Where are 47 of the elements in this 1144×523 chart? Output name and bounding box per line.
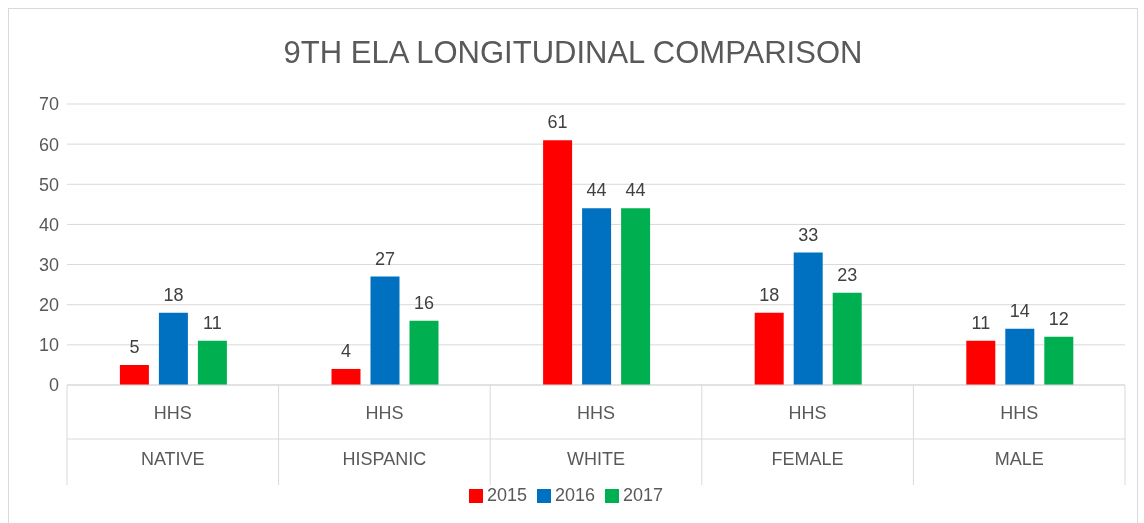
bar	[331, 368, 361, 385]
y-tick-label: 60	[38, 134, 59, 155]
bar	[832, 292, 862, 385]
y-tick-label: 0	[48, 375, 59, 396]
data-label: 44	[586, 180, 607, 201]
data-label: 16	[413, 292, 435, 313]
data-label: 23	[837, 264, 858, 285]
bar	[543, 140, 573, 385]
legend-label: 2015	[486, 485, 527, 505]
data-label: 18	[759, 284, 780, 305]
y-tick-label: 40	[38, 214, 59, 235]
data-label: 11	[203, 312, 222, 333]
bar	[409, 320, 439, 385]
data-label: 44	[625, 180, 646, 201]
data-label: 27	[374, 248, 396, 269]
data-label: 11	[971, 312, 991, 333]
data-label: 14	[1009, 300, 1030, 321]
y-tick-label: 50	[38, 174, 59, 195]
category-label: HHS FEMALE	[771, 403, 844, 469]
bar	[793, 252, 823, 385]
data-label: 4	[340, 340, 352, 361]
legend-label: 2017	[623, 485, 664, 505]
bar	[197, 340, 227, 385]
bar	[1044, 336, 1074, 385]
y-tick-label: 30	[38, 254, 59, 275]
category-label: HHS NATIVE	[140, 403, 205, 469]
y-tick-label: 20	[38, 295, 59, 316]
data-label: 12	[1048, 308, 1069, 329]
data-label: 61	[547, 112, 568, 133]
bar	[158, 312, 188, 385]
category-label: HHS WHITE	[567, 403, 625, 469]
y-tick-label: 70	[38, 94, 59, 115]
bar	[119, 364, 149, 385]
bar	[582, 208, 612, 385]
bar	[1005, 328, 1035, 385]
bar	[966, 340, 996, 385]
bar	[621, 208, 651, 385]
data-label: 18	[163, 284, 184, 305]
bar	[754, 312, 784, 385]
data-label: 5	[129, 336, 140, 357]
category-label: HHS HISPANIC	[342, 403, 427, 469]
category-label: HHS MALE	[994, 403, 1044, 469]
y-tick-label: 10	[38, 335, 59, 356]
chart-title: 9TH ELA LONGITUDINAL COMPARISON	[282, 35, 864, 71]
data-label: 33	[798, 224, 819, 245]
legend-label: 2016	[554, 485, 596, 505]
bar	[370, 276, 400, 385]
